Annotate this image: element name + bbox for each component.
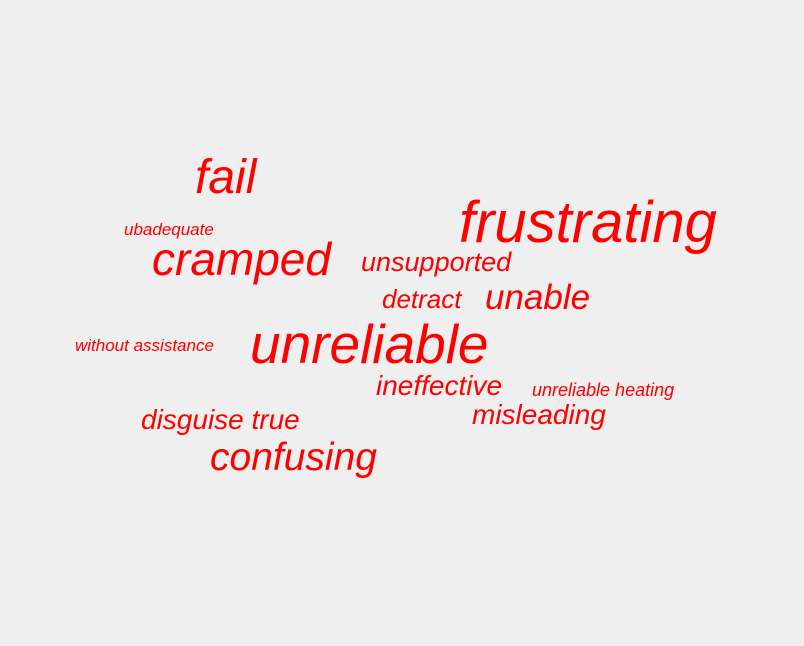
word-unreliable: unreliable bbox=[250, 313, 489, 375]
word-unreliable-heating: unreliable heating bbox=[532, 380, 675, 400]
word-cramped: cramped bbox=[152, 233, 331, 285]
word-ubadequate: ubadequate bbox=[124, 220, 214, 239]
word-unable: unable bbox=[485, 278, 591, 317]
word-disguise-true: disguise true bbox=[141, 404, 300, 435]
word-frustrating: frustrating bbox=[459, 190, 717, 255]
word-without-assistance: without assistance bbox=[75, 336, 214, 355]
word-confusing: confusing bbox=[210, 436, 377, 479]
word-ineffective: ineffective bbox=[376, 370, 503, 401]
word-fail: fail bbox=[195, 151, 257, 204]
word-unsupported: unsupported bbox=[361, 247, 512, 277]
word-misleading: misleading bbox=[472, 399, 606, 430]
word-detract: detract bbox=[382, 284, 462, 314]
